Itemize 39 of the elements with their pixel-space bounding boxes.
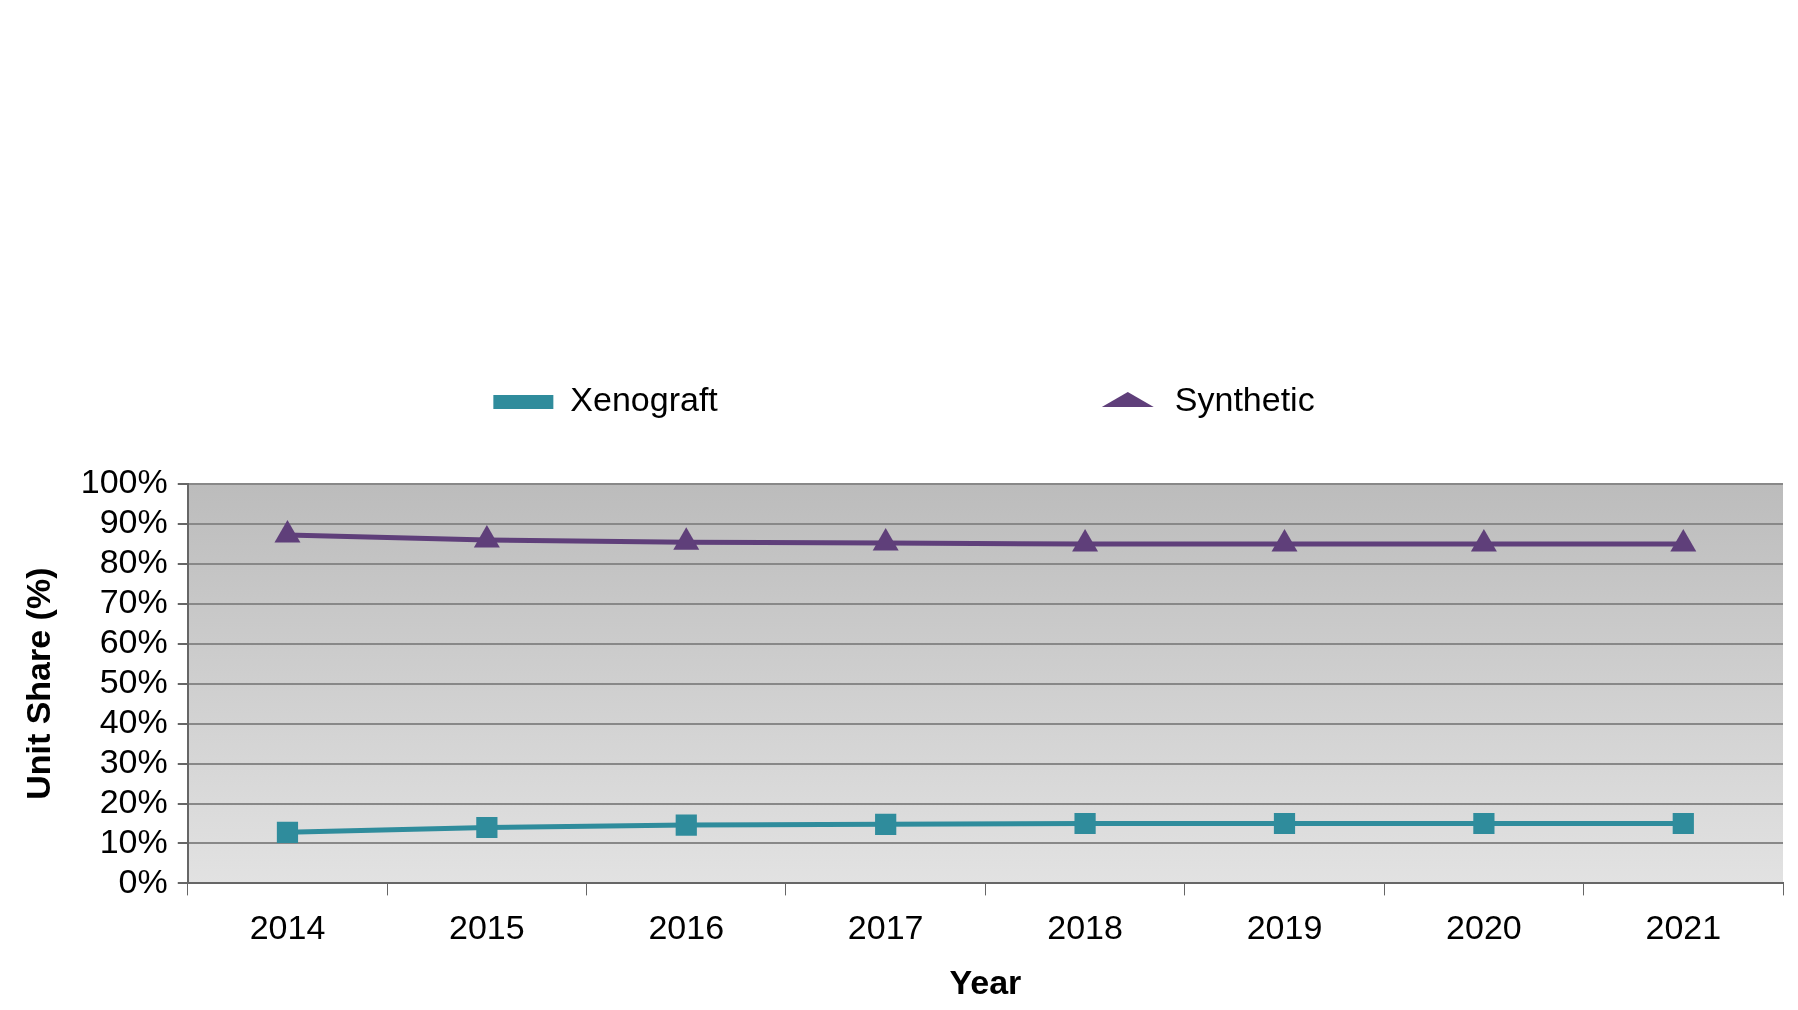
point <box>875 813 897 835</box>
point <box>1672 812 1694 835</box>
x-tick-label: 2015 <box>449 908 525 947</box>
y-tick-label: 70% <box>99 582 168 621</box>
x-tick-label: 2019 <box>1246 908 1323 947</box>
point <box>476 816 498 839</box>
x-tick-label: 2020 <box>1446 908 1522 947</box>
y-tick-label: 50% <box>99 662 168 701</box>
point <box>1273 812 1296 835</box>
point <box>1470 528 1497 552</box>
y-tick-label: 60% <box>99 622 168 661</box>
point <box>276 821 299 843</box>
y-tick-label: 40% <box>99 702 168 741</box>
x-tick-label: 2018 <box>1047 908 1123 947</box>
x-tick-label: 2014 <box>249 908 326 947</box>
x-axis-title: Year <box>949 962 1022 1001</box>
y-tick-label: 90% <box>99 502 168 541</box>
y-tick-label: 0% <box>118 861 168 900</box>
point <box>1670 528 1697 552</box>
point <box>872 528 899 551</box>
y-tick-label: 30% <box>99 741 168 780</box>
legend-label: Xenograft <box>570 380 719 419</box>
point <box>473 524 500 548</box>
y-axis-title: Unit Share (%) <box>18 567 57 800</box>
point <box>1072 528 1099 552</box>
point <box>274 520 301 543</box>
y-tick-label: 20% <box>99 781 168 820</box>
point <box>675 814 697 836</box>
x-tick-label: 2016 <box>648 908 725 947</box>
point <box>1271 528 1298 552</box>
x-tick-label: 2017 <box>847 908 924 947</box>
point <box>1074 812 1096 835</box>
point <box>1473 812 1495 835</box>
y-tick-label: 10% <box>99 821 168 860</box>
y-tick-label: 80% <box>99 542 168 581</box>
point <box>673 527 700 550</box>
legend-label: Synthetic <box>1174 380 1315 419</box>
y-tick-label: 100% <box>80 462 168 501</box>
x-tick-label: 2021 <box>1645 908 1722 947</box>
